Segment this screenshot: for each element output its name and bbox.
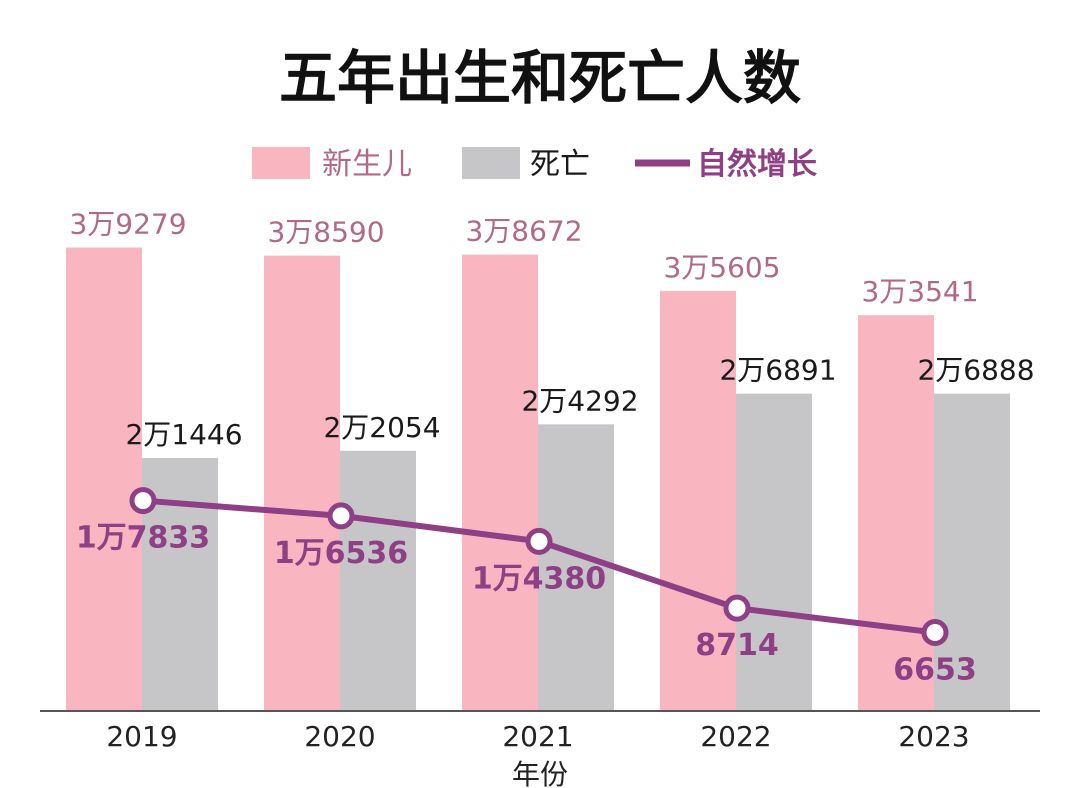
data-label-natural-increase-2023: 6653 — [893, 652, 977, 687]
category-labels: 2019 2020 2021 2022 2023 — [106, 720, 969, 753]
data-label-natural-increase-2019: 1万7833 — [76, 521, 210, 556]
data-label-deaths-2019: 2万1446 — [125, 418, 242, 451]
category-label-2021: 2021 — [502, 720, 573, 753]
bar-deaths-2021 — [538, 424, 614, 711]
bar-births-2021 — [462, 254, 538, 711]
category-label-2019: 2019 — [106, 720, 177, 753]
legend-swatch-deaths — [462, 147, 520, 179]
point-natural-increase-2022 — [723, 594, 751, 622]
data-label-births-2021: 3万8672 — [465, 215, 582, 248]
bar-deaths-2022 — [736, 393, 812, 711]
data-label-deaths-2022: 2万6891 — [719, 354, 836, 387]
data-label-natural-increase-2021: 1万4380 — [472, 561, 606, 596]
data-label-births-2022: 3万5605 — [663, 251, 780, 284]
category-label-2022: 2022 — [700, 720, 771, 753]
bar-births-2023 — [858, 315, 934, 711]
category-label-2020: 2020 — [304, 720, 375, 753]
data-label-natural-increase-2022: 8714 — [695, 628, 779, 663]
legend: 新生儿 死亡 自然增长 — [252, 147, 817, 182]
data-label-natural-increase-2020: 1万6536 — [274, 536, 408, 571]
legend-label-births: 新生儿 — [322, 147, 412, 182]
legend-label-natural-increase: 自然增长 — [697, 147, 817, 182]
point-natural-increase-2019 — [129, 487, 157, 515]
bar-deaths-2020 — [340, 450, 416, 711]
data-label-births-2023: 3万3541 — [861, 275, 978, 308]
point-natural-increase-2020 — [327, 502, 355, 530]
data-label-births-2020: 3万8590 — [267, 216, 384, 249]
legend-label-deaths: 死亡 — [530, 147, 590, 182]
data-label-births-2019: 3万9279 — [69, 208, 186, 241]
data-label-deaths-2021: 2万4292 — [521, 384, 638, 417]
category-label-2023: 2023 — [898, 720, 969, 753]
x-axis-title: 年份 — [512, 758, 568, 788]
bar-births-2019 — [66, 247, 142, 711]
legend-swatch-births — [252, 147, 310, 179]
data-label-deaths-2023: 2万6888 — [917, 354, 1034, 387]
point-natural-increase-2021 — [525, 527, 553, 555]
bar-births-2022 — [660, 290, 736, 711]
bars-layer: 3万9279 2万1446 3万8590 2万2054 3万8672 2万4292 3万56… — [66, 208, 1035, 711]
data-label-deaths-2020: 2万2054 — [323, 411, 440, 444]
bar-deaths-2023 — [934, 393, 1010, 711]
point-natural-increase-2023 — [921, 618, 949, 646]
chart-title: 五年出生和死亡人数 — [279, 44, 801, 112]
bar-births-2020 — [264, 255, 340, 711]
line-layer: 1万7833 1万6536 1万4380 8714 6653 — [76, 487, 977, 687]
